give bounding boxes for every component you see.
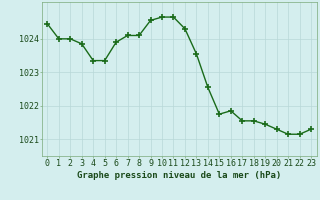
X-axis label: Graphe pression niveau de la mer (hPa): Graphe pression niveau de la mer (hPa) [77, 171, 281, 180]
